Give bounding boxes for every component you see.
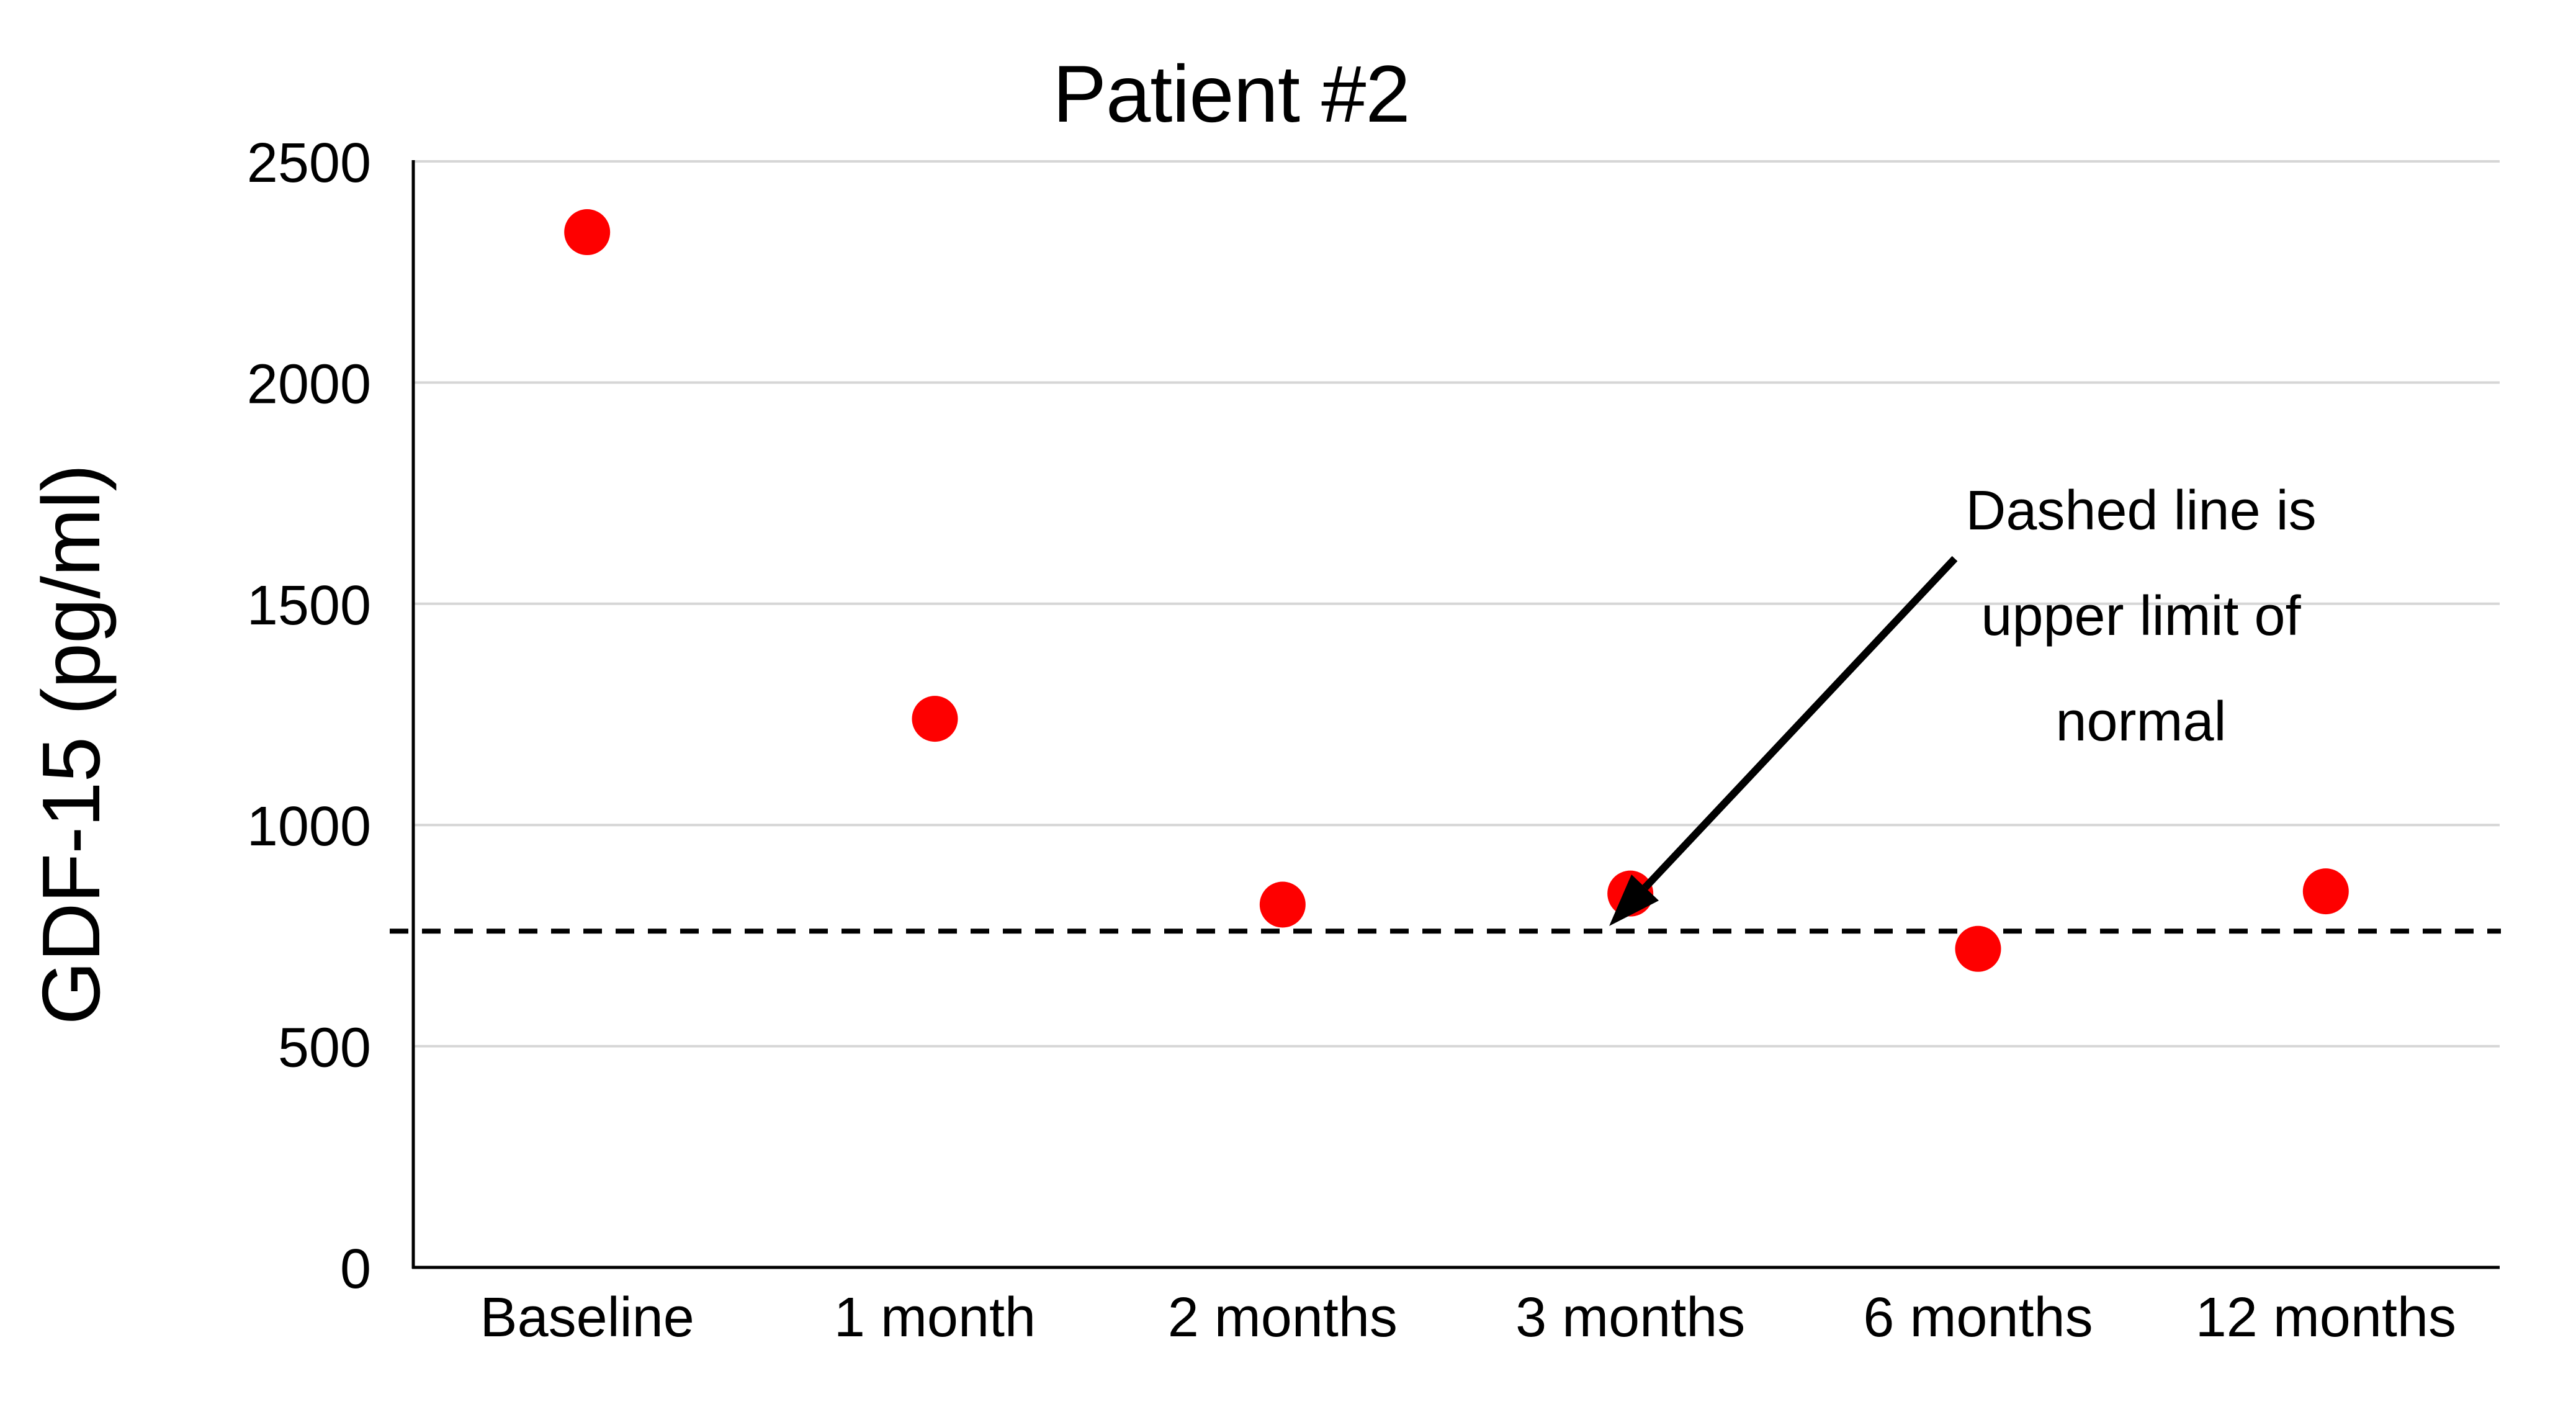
x-label-12-months: 12 months xyxy=(2196,1287,2456,1349)
x-label-6-months: 6 months xyxy=(1863,1287,2093,1349)
arrow-head-icon xyxy=(1609,875,1659,926)
y-tick-1500: 1500 xyxy=(247,575,371,637)
y-axis-title: GDF-15 (pg/ml) xyxy=(25,465,117,1025)
x-label-baseline: Baseline xyxy=(480,1287,694,1349)
chart-title: Patient #2 xyxy=(1052,48,1409,139)
data-point-2-months xyxy=(1259,881,1306,928)
gridlines xyxy=(413,160,2500,1048)
x-label-3-months: 3 months xyxy=(1515,1287,1745,1349)
data-point-6-months xyxy=(1955,925,2001,972)
data-point-1-month xyxy=(912,696,958,742)
annotation-arrow xyxy=(1609,555,1958,926)
annotation-line-2: upper limit of xyxy=(1981,585,2301,647)
x-label-1-month: 1 month xyxy=(834,1287,1036,1349)
y-tick-labels: 2500 2000 1500 1000 500 0 xyxy=(247,132,371,1300)
y-tick-2000: 2000 xyxy=(247,353,371,415)
y-tick-0: 0 xyxy=(340,1238,371,1300)
data-point-12-months xyxy=(2302,868,2349,915)
annotation-line-3: normal xyxy=(2055,691,2226,753)
arrow-shaft xyxy=(1642,555,1958,891)
data-point-baseline xyxy=(564,209,611,256)
y-tick-2500: 2500 xyxy=(247,132,371,194)
x-axis-labels: Baseline 1 month 2 months 3 months 6 mon… xyxy=(480,1287,2456,1349)
y-tick-1000: 1000 xyxy=(247,796,371,858)
x-label-2-months: 2 months xyxy=(1168,1287,1398,1349)
y-tick-500: 500 xyxy=(278,1017,371,1079)
annotation-line-1: Dashed line is xyxy=(1965,480,2316,542)
annotation-text: Dashed line is upper limit of normal xyxy=(1965,480,2316,753)
